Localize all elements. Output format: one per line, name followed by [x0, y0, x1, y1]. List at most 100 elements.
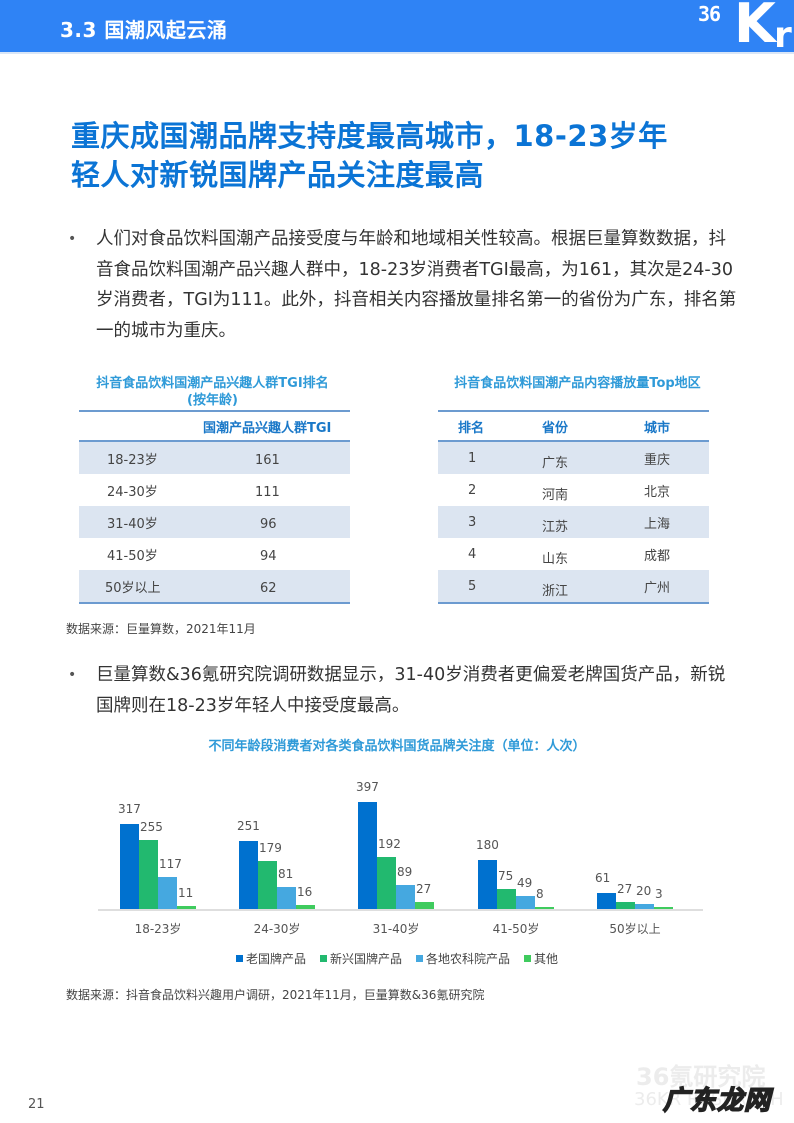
table-row: 31-40岁 96	[79, 506, 350, 538]
x-axis-category-label: 24-30岁	[253, 922, 301, 936]
legend-label: 各地农科院产品	[426, 952, 511, 966]
bullet-icon: •	[68, 667, 77, 683]
tgi-header-value: 国潮产品兴趣人群TGI	[203, 420, 332, 436]
chart-bar	[396, 885, 415, 909]
table-row: 4 山东 成都	[438, 538, 709, 570]
data-source-2: 数据来源：抖音食品饮料兴趣用户调研，2021年11月，巨量算数&36氪研究院	[66, 988, 485, 1002]
bullet-text: 巨量算数&36氪研究院调研数据显示，31-40岁消费者更偏爱老牌国货产品，新锐国…	[96, 665, 726, 716]
bullet-icon: •	[68, 231, 77, 247]
page-number: 21	[28, 1097, 45, 1112]
city-cell: 北京	[644, 484, 671, 500]
tgi-cell: 161	[255, 452, 280, 468]
rank-cell: 4	[468, 546, 477, 562]
watermark-36kr-research-cn: 36氪研究院	[636, 1063, 766, 1091]
legend-swatch-icon	[416, 955, 423, 962]
chart-bar	[258, 861, 277, 909]
x-axis-category-label: 41-50岁	[492, 922, 540, 936]
province-cell: 广东	[542, 455, 569, 471]
bar-value-label: 49	[517, 876, 533, 890]
table-row: 50岁以上 62	[79, 570, 350, 602]
chart-bar	[415, 902, 434, 909]
chart-bar	[120, 824, 139, 909]
bar-value-label: 20	[636, 884, 652, 898]
legend-swatch-icon	[235, 955, 243, 962]
province-cell: 山东	[542, 551, 569, 567]
rank-cell: 1	[468, 450, 477, 466]
region-header-city: 城市	[644, 420, 671, 436]
headline-line-2: 轻人对新锐国牌产品关注度最高	[71, 158, 485, 192]
tgi-title-line-1: 抖音食品饮料国潮产品兴趣人群TGI排名	[96, 376, 329, 391]
x-axis-category-label: 31-40岁	[372, 922, 420, 936]
data-source-1: 数据来源：巨量算数，2021年11月	[66, 622, 256, 636]
province-cell: 河南	[542, 487, 569, 503]
rank-cell: 3	[468, 514, 477, 530]
chart-bar	[377, 857, 396, 909]
legend-label: 其他	[534, 952, 559, 966]
bar-value-label: 180	[476, 838, 499, 852]
tgi-table-header: 国潮产品兴趣人群TGI	[79, 412, 350, 442]
chart-bar	[535, 907, 554, 909]
bar-value-label: 27	[617, 882, 633, 896]
chart-bar	[478, 860, 497, 909]
legend-label: 新兴国牌产品	[329, 952, 402, 966]
chart-x-axis	[98, 909, 703, 911]
region-table-header: 排名 省份 城市	[438, 412, 709, 442]
province-cell: 江苏	[542, 519, 569, 535]
bar-value-label: 397	[356, 780, 379, 794]
region-header-province: 省份	[542, 420, 569, 436]
bar-value-label: 179	[259, 841, 282, 855]
chart-title: 不同年龄段消费者对各类食品饮料国货品牌关注度（单位：人次）	[208, 739, 586, 754]
tgi-table: 国潮产品兴趣人群TGI 18-23岁 161 24-30岁 111 31-40岁…	[79, 410, 350, 604]
region-header-rank: 排名	[458, 420, 485, 436]
legend-swatch-icon	[524, 955, 532, 962]
province-cell: 浙江	[542, 583, 569, 599]
bar-value-label: 89	[397, 865, 413, 879]
bullet-text: 人们对食品饮料国潮产品接受度与年龄和地域相关性较高。根据巨量算数数据，抖音食品饮…	[96, 229, 737, 341]
tgi-title-line-2: (按年龄)	[187, 393, 238, 408]
legend-label: 老国牌产品	[245, 952, 306, 966]
bar-value-label: 3	[655, 887, 663, 901]
section-title: 3.3 国潮风起云涌	[60, 18, 228, 42]
bar-value-label: 317	[118, 802, 141, 816]
bar-value-label: 8	[536, 887, 544, 901]
chart-bar	[296, 905, 315, 909]
logo-36: 36	[698, 2, 721, 26]
legend-item: 各地农科院产品	[416, 950, 510, 967]
city-cell: 成都	[644, 548, 671, 564]
logo-r: r	[774, 15, 792, 56]
chart-bar	[358, 802, 377, 909]
age-cell: 18-23岁	[107, 452, 158, 468]
chart-bar	[239, 841, 258, 909]
chart-bar	[497, 889, 516, 909]
chart-bar	[516, 896, 535, 909]
header-bar: 3.3 国潮风起云涌 36 K r	[0, 0, 794, 56]
age-cell: 31-40岁	[107, 516, 158, 532]
watermark-36kr-research-en: 36KR RESEARCH	[634, 1089, 784, 1110]
table-row: 1 广东 重庆	[438, 442, 709, 474]
region-table: 排名 省份 城市 1 广东 重庆 2 河南 北京 3 江苏 上海 4 山东 成都…	[438, 410, 709, 604]
chart-bar	[277, 887, 296, 909]
bar-value-label: 251	[237, 819, 260, 833]
chart-legend: 老国牌产品 新兴国牌产品 各地农科院产品 其他	[0, 950, 794, 967]
region-table-title: 抖音食品饮料国潮产品内容播放量Top地区	[454, 376, 701, 391]
x-axis-category-label: 50岁以上	[609, 922, 661, 936]
bullet-paragraph-1: • 人们对食品饮料国潮产品接受度与年龄和地域相关性较高。根据巨量算数数据，抖音食…	[68, 224, 738, 346]
chart-bar	[177, 906, 196, 909]
overlay-watermark: 广东龙网	[662, 1085, 772, 1117]
chart-bar	[158, 877, 177, 909]
page-headline: 重庆成国潮品牌支持度最高城市，18-23岁年 轻人对新锐国牌产品关注度最高	[71, 117, 751, 195]
bullet-paragraph-2: • 巨量算数&36氪研究院调研数据显示，31-40岁消费者更偏爱老牌国货产品，新…	[68, 660, 738, 721]
city-cell: 重庆	[644, 452, 671, 468]
bar-value-label: 117	[159, 857, 182, 871]
rank-cell: 5	[468, 578, 477, 594]
tgi-cell: 62	[260, 580, 277, 596]
headline-line-1: 重庆成国潮品牌支持度最高城市，18-23岁年	[71, 119, 668, 153]
city-cell: 广州	[644, 580, 671, 596]
bar-value-label: 192	[378, 837, 401, 851]
legend-swatch-icon	[319, 955, 327, 962]
logo-k: K	[734, 0, 776, 55]
tgi-cell: 94	[260, 548, 277, 564]
table-row: 24-30岁 111	[79, 474, 350, 506]
age-cell: 50岁以上	[105, 580, 161, 596]
bar-value-label: 27	[416, 882, 432, 896]
